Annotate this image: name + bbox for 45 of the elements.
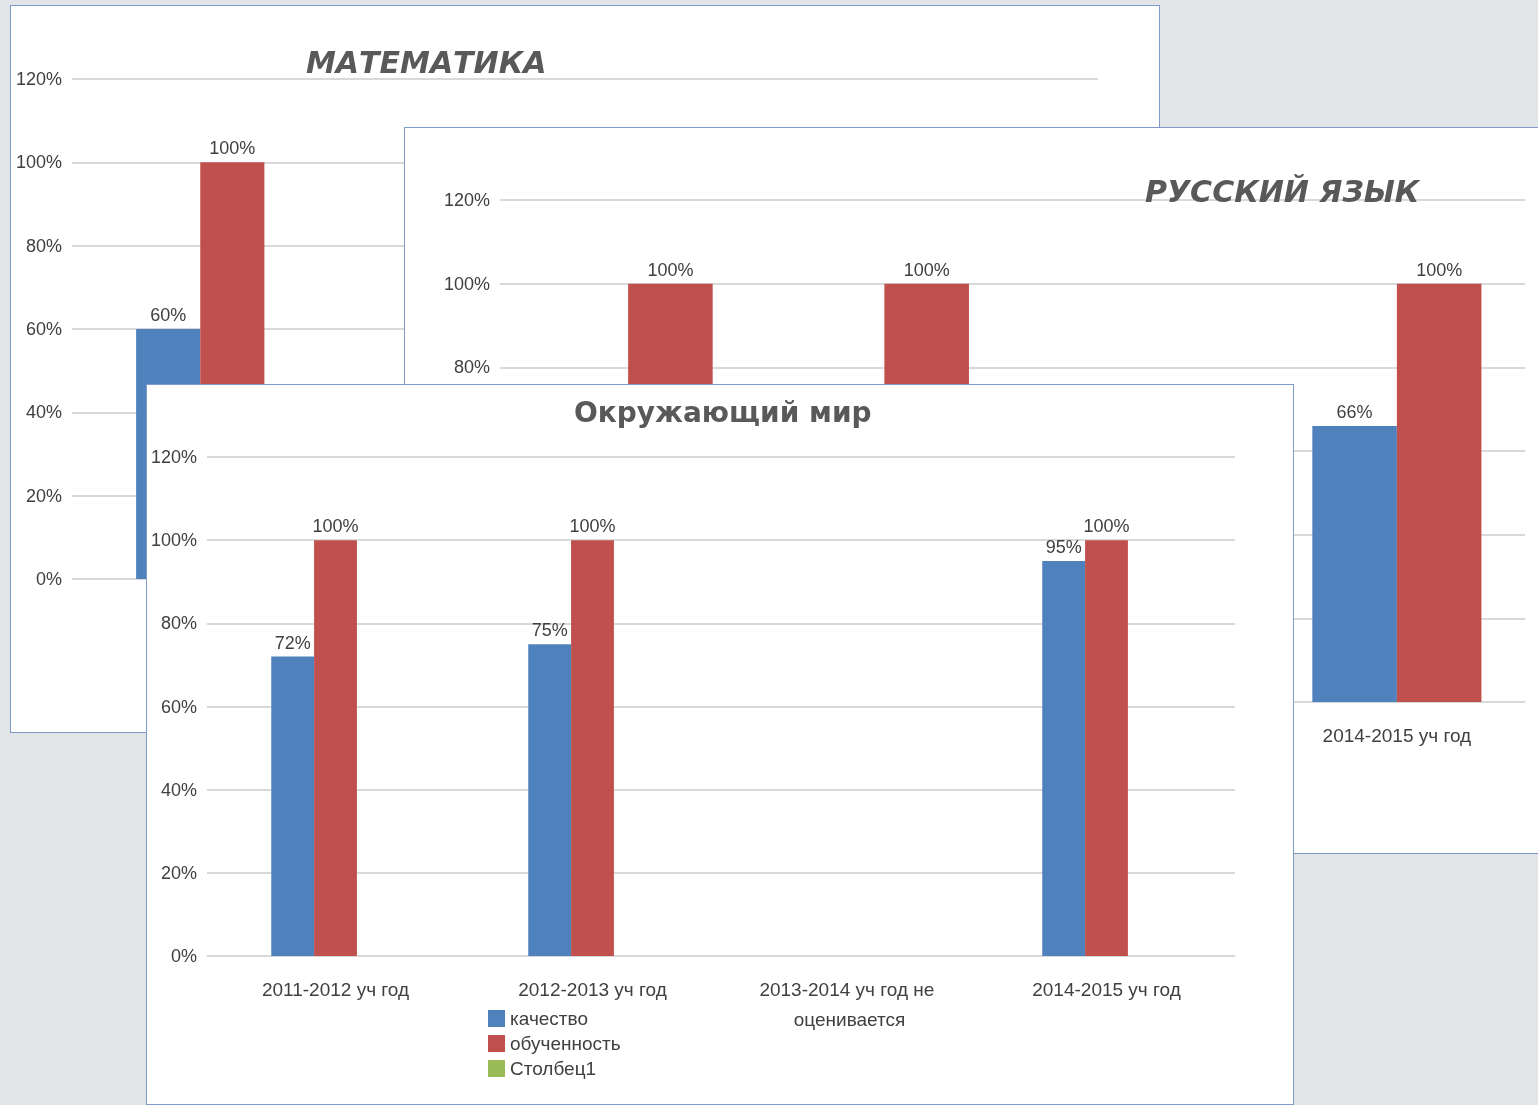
y-tick-label: 40%: [25, 402, 62, 423]
chart-title: РУССКИЙ ЯЗЫК: [1145, 173, 1421, 209]
data-label: 72%: [274, 632, 311, 653]
x-tick-label: 2012-2013 уч год: [518, 978, 667, 1000]
chart-title: МАТЕМАТИКА: [306, 44, 547, 80]
y-tick-label: 80%: [25, 235, 62, 256]
bar: [571, 540, 614, 956]
x-tick-label: 2013-2014 уч год не оценивается: [759, 978, 940, 1030]
legend-label: Столбец1: [510, 1058, 597, 1079]
y-tick-label: 80%: [453, 357, 490, 378]
y-tick-label: 40%: [160, 779, 197, 800]
data-label: 100%: [209, 138, 256, 159]
x-tick-label: 2011-2012 уч год: [261, 978, 410, 1000]
data-label: 100%: [312, 516, 359, 537]
data-label: 95%: [1045, 536, 1082, 557]
bar: [1085, 540, 1128, 956]
y-tick-label: 100%: [150, 530, 197, 551]
y-tick-label: 20%: [160, 862, 197, 883]
data-label: 66%: [1336, 401, 1373, 422]
data-label: 100%: [647, 259, 694, 280]
legend-label: обученность: [510, 1033, 621, 1054]
y-tick-label: 100%: [15, 152, 62, 173]
y-tick-label: 120%: [443, 190, 490, 210]
y-tick-label: 0%: [35, 569, 62, 589]
y-tick-label: 0%: [170, 946, 197, 966]
data-label: 100%: [1083, 516, 1130, 537]
data-label: 100%: [903, 259, 950, 280]
data-label: 100%: [569, 516, 616, 537]
y-tick-label: 100%: [443, 273, 490, 294]
bar: [1042, 560, 1086, 956]
legend-label: качество: [510, 1008, 588, 1029]
y-tick-label: 60%: [160, 696, 197, 717]
y-tick-label: 120%: [150, 447, 197, 467]
data-label: 75%: [531, 620, 568, 641]
x-tick-label: 2014-2015 уч год: [1322, 724, 1472, 746]
chart-title: Окружающий мир: [574, 395, 872, 429]
y-tick-label: 120%: [15, 69, 62, 89]
x-tick-label: 2014-2015 уч год: [1032, 978, 1181, 1000]
bar: [314, 540, 357, 956]
data-label: 100%: [1416, 259, 1463, 280]
bar: [528, 644, 572, 956]
y-tick-label: 80%: [160, 613, 197, 634]
y-tick-label: 20%: [25, 485, 62, 506]
y-tick-label: 60%: [25, 319, 62, 339]
bar: [271, 656, 315, 956]
